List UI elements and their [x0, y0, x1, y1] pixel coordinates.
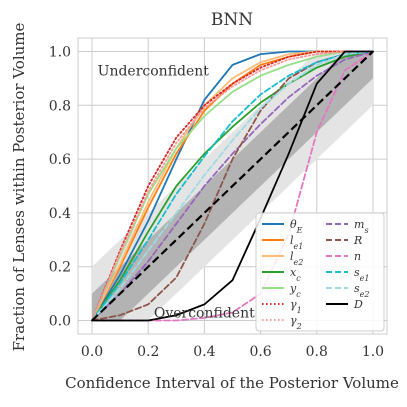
legend-label: θE	[290, 218, 303, 235]
plot-area: 0.0 0.2 0.4 0.6 0.8 1.0 0.0 0.2 0.4 0.6 0.8 1.0 Unde…	[49, 37, 388, 360]
series-line-xc	[91, 50, 374, 322]
legend-item: se1	[326, 266, 369, 283]
legend-label: le2	[290, 250, 303, 267]
y-tick-label: 0.8	[49, 98, 71, 114]
legend-label: yc	[289, 282, 301, 299]
legend-item: se2	[326, 282, 369, 299]
legend-item: n	[326, 250, 361, 263]
legend-label: le1	[290, 234, 303, 251]
legend-item: R	[326, 234, 362, 247]
chart-title: BNN	[211, 10, 253, 30]
legend-item: γ2	[262, 314, 302, 331]
series-line-2	[91, 50, 374, 322]
legend-item: le2	[262, 250, 303, 267]
y-tick-label: 1.0	[49, 44, 71, 60]
y-tick-label: 0.4	[49, 206, 71, 222]
y-axis-label: Fraction of Lenses within Posterior Volu…	[10, 23, 28, 352]
y-tick-label: 0.0	[49, 314, 71, 330]
reference-diagonal	[91, 50, 374, 322]
legend-item: yc	[262, 282, 301, 299]
legend-label: R	[353, 234, 362, 247]
legend-item: γ1	[262, 298, 302, 315]
x-tick-label: 0.8	[306, 344, 328, 360]
legend-label: γ1	[290, 298, 302, 315]
series-line-ms	[91, 50, 374, 322]
legend-label: D	[353, 298, 363, 311]
annotation-text: Underconfident	[98, 63, 210, 79]
y-tick-label: 0.6	[49, 152, 71, 168]
series-line-yc	[91, 50, 374, 322]
y-tick-label: 0.2	[49, 260, 71, 276]
series-line-se1	[91, 50, 374, 322]
legend-item: ms	[326, 218, 369, 235]
legend-label: γ2	[290, 314, 302, 331]
x-tick-label: 0.2	[137, 344, 159, 360]
x-tick-label: 0.0	[81, 344, 103, 360]
plot-clip-group	[78, 38, 387, 334]
legend-label: ms	[354, 218, 369, 235]
legend-label: n	[354, 250, 361, 263]
legend-label: xc	[290, 266, 301, 283]
plot-frame	[77, 37, 388, 335]
x-tick-label: 1.0	[362, 344, 384, 360]
series-line-1	[91, 50, 374, 322]
legend-item: xc	[262, 266, 301, 283]
legend-box	[255, 212, 385, 332]
legend-item: θE	[262, 218, 303, 235]
x-axis-label: Confidence Interval of the Posterior Vol…	[65, 374, 399, 392]
x-tick-label: 0.4	[193, 344, 215, 360]
x-tick-label: 0.6	[249, 344, 271, 360]
annotation-text: Overconfident	[154, 305, 255, 321]
legend-item: le1	[262, 234, 303, 251]
series-line-d	[91, 50, 374, 322]
legend-label: se1	[354, 266, 369, 283]
legend-label: se2	[354, 282, 369, 299]
legend-item: D	[326, 298, 363, 311]
series-line-se2	[91, 50, 374, 322]
